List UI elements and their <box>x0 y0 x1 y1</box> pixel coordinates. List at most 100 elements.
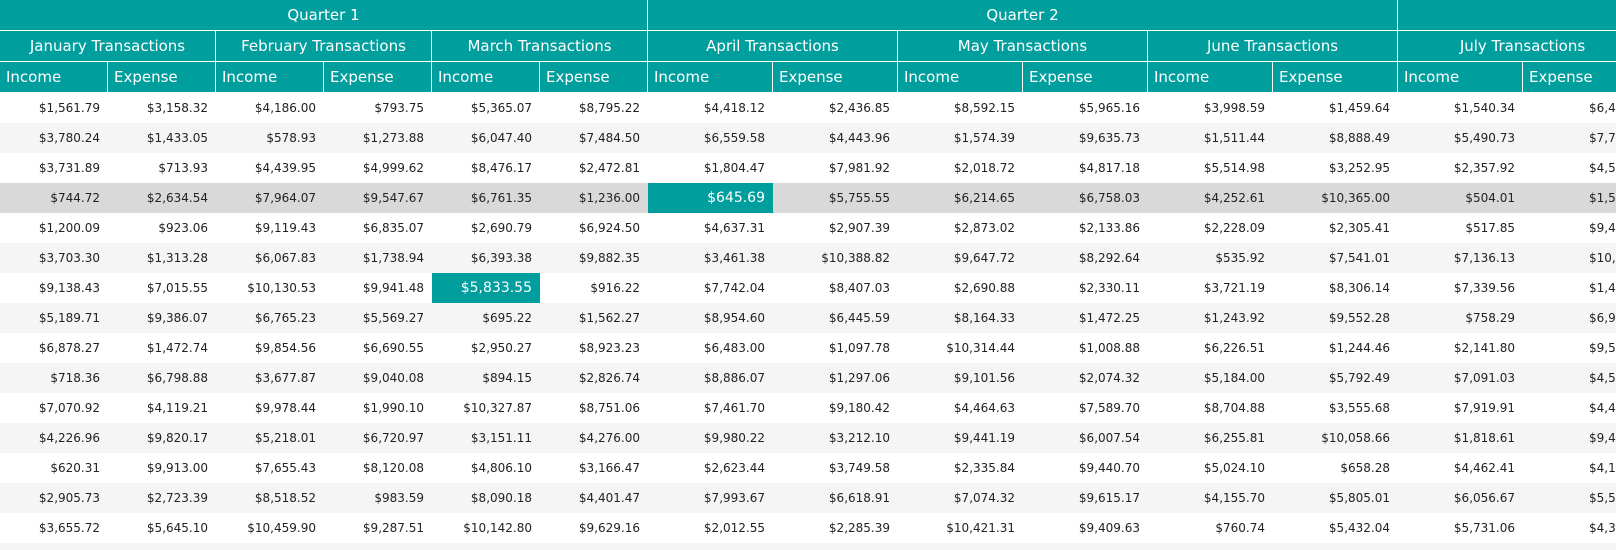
cell[interactable]: $3,677.87 <box>254 371 316 385</box>
cell[interactable]: $2,634.54 <box>146 191 208 205</box>
cell[interactable]: $3,655.72 <box>38 521 100 535</box>
cell[interactable]: $1,008.88 <box>1078 341 1140 355</box>
cell[interactable]: $10,459.90 <box>247 521 316 535</box>
cell[interactable]: $2,074.32 <box>1078 371 1140 385</box>
cell[interactable]: $1,472.74 <box>146 341 208 355</box>
cell[interactable]: $9,777.20 <box>324 543 432 550</box>
cell[interactable]: $10,058.66 <box>1321 431 1390 445</box>
cell[interactable]: $3,721.19 <box>1203 281 1265 295</box>
cell[interactable]: $6,40 <box>1589 101 1616 115</box>
cell[interactable]: $1,511.44 <box>1203 131 1265 145</box>
cell[interactable]: $1,45 <box>1589 281 1616 295</box>
cell[interactable]: $7,070.92 <box>38 401 100 415</box>
cell[interactable]: $7,541.01 <box>1328 251 1390 265</box>
cell[interactable]: $4,276.00 <box>578 431 640 445</box>
cell[interactable]: $6,720.97 <box>362 431 424 445</box>
cell[interactable]: $7,484.50 <box>578 131 640 145</box>
cell[interactable]: $6,483.00 <box>703 341 765 355</box>
cell[interactable]: $3,703.30 <box>38 251 100 265</box>
column-header[interactable]: Income <box>1148 62 1273 93</box>
cell[interactable]: $2,305.41 <box>1328 221 1390 235</box>
cell[interactable]: $645.69 <box>648 183 773 213</box>
cell[interactable]: $7,993.67 <box>703 491 765 505</box>
month-header[interactable]: March Transactions <box>432 31 648 62</box>
cell[interactable]: $1,540.34 <box>1453 101 1515 115</box>
cell[interactable]: $9,180.42 <box>828 401 890 415</box>
cell[interactable]: $6,758.03 <box>1078 191 1140 205</box>
cell[interactable]: $4,401.47 <box>578 491 640 505</box>
cell[interactable]: $5,184.00 <box>1203 371 1265 385</box>
month-header[interactable]: February Transactions <box>216 31 432 62</box>
cell[interactable]: $1,297.06 <box>828 371 890 385</box>
cell[interactable]: $8,592.15 <box>953 101 1015 115</box>
cell[interactable]: $9,882.35 <box>578 251 640 265</box>
cell[interactable]: $1,585.25 <box>540 543 648 550</box>
cell[interactable]: $7,919.91 <box>1453 401 1515 415</box>
cell[interactable]: $9,552.28 <box>1328 311 1390 325</box>
cell[interactable]: $6,798.88 <box>146 371 208 385</box>
cell[interactable]: $5,645.10 <box>146 521 208 535</box>
cell[interactable]: $7,091.03 <box>1453 371 1515 385</box>
cell[interactable]: $5,189.71 <box>38 311 100 325</box>
cell[interactable]: $1,097.78 <box>828 341 890 355</box>
cell[interactable]: $10,365.00 <box>1321 191 1390 205</box>
cell[interactable]: $4,10 <box>1589 461 1616 475</box>
cell[interactable]: $3,151.11 <box>470 431 532 445</box>
cell[interactable]: $6,445.59 <box>828 311 890 325</box>
quarter-header[interactable]: Quarter 2 <box>648 0 1398 31</box>
cell[interactable]: $9,913.00 <box>146 461 208 475</box>
cell[interactable]: $2,690.79 <box>470 221 532 235</box>
cell[interactable]: $7,72 <box>1589 131 1616 145</box>
cell[interactable]: $3,780.24 <box>38 131 100 145</box>
cell[interactable]: $758.29 <box>1465 311 1515 325</box>
column-header[interactable]: Expense <box>108 62 216 93</box>
cell[interactable]: $4,41 <box>1589 401 1616 415</box>
cell[interactable]: $2,357.92 <box>1453 161 1515 175</box>
cell[interactable]: $7,589.70 <box>1078 401 1140 415</box>
cell[interactable]: $4,418.12 <box>703 101 765 115</box>
cell[interactable]: $10,42 <box>1589 251 1616 265</box>
cell[interactable]: $1,738.94 <box>362 251 424 265</box>
cell[interactable]: $8,795.22 <box>578 101 640 115</box>
column-header[interactable]: Income <box>0 62 108 93</box>
cell[interactable]: $6,835.07 <box>362 221 424 235</box>
cell[interactable]: $10,327.87 <box>463 401 532 415</box>
month-header[interactable]: July Transactions <box>1398 31 1616 62</box>
cell[interactable]: $923.06 <box>158 221 208 235</box>
cell[interactable]: $10,388.82 <box>821 251 890 265</box>
cell[interactable]: $1,200.09 <box>38 221 100 235</box>
cell[interactable]: $2,472.81 <box>578 161 640 175</box>
cell[interactable]: $1,244.46 <box>1328 341 1390 355</box>
cell[interactable]: $760.74 <box>1215 521 1265 535</box>
cell[interactable]: $578.93 <box>266 131 316 145</box>
cell[interactable]: $8,090.18 <box>470 491 532 505</box>
cell[interactable]: $10,142.80 <box>463 521 532 535</box>
cell[interactable]: $620.31 <box>50 461 100 475</box>
cell[interactable]: $6,007.54 <box>1078 431 1140 445</box>
cell[interactable]: $8,886.07 <box>703 371 765 385</box>
cell[interactable]: $7,261.70 <box>108 543 216 550</box>
cell[interactable]: $658.28 <box>1340 461 1390 475</box>
cell[interactable]: $2,330.11 <box>1078 281 1140 295</box>
cell[interactable]: $5,965.16 <box>1078 101 1140 115</box>
cell[interactable]: $4,443.96 <box>828 131 890 145</box>
cell[interactable]: $9,547.67 <box>362 191 424 205</box>
cell[interactable]: $6,761.35 <box>470 191 532 205</box>
cell[interactable]: $4,817.18 <box>1078 161 1140 175</box>
cell[interactable]: $793.75 <box>374 101 424 115</box>
cell[interactable]: $9,138.43 <box>38 281 100 295</box>
column-header[interactable]: Income <box>216 62 324 93</box>
cell[interactable]: $2,372.42 <box>1273 543 1398 550</box>
cell[interactable]: $2,905.73 <box>38 491 100 505</box>
cell[interactable]: $2,623.44 <box>703 461 765 475</box>
cell[interactable]: $4,186.00 <box>254 101 316 115</box>
cell[interactable]: $9,386.07 <box>146 311 208 325</box>
column-header[interactable]: Income <box>432 62 540 93</box>
cell[interactable]: $1,433.05 <box>146 131 208 145</box>
cell[interactable]: $1,313.28 <box>146 251 208 265</box>
cell[interactable]: $9,629.16 <box>578 521 640 535</box>
cell[interactable]: $2,436.85 <box>828 101 890 115</box>
cell[interactable]: $5,024.86 <box>898 543 1023 550</box>
cell[interactable]: $8,407.03 <box>828 281 890 295</box>
cell[interactable]: $9,635.73 <box>1078 131 1140 145</box>
